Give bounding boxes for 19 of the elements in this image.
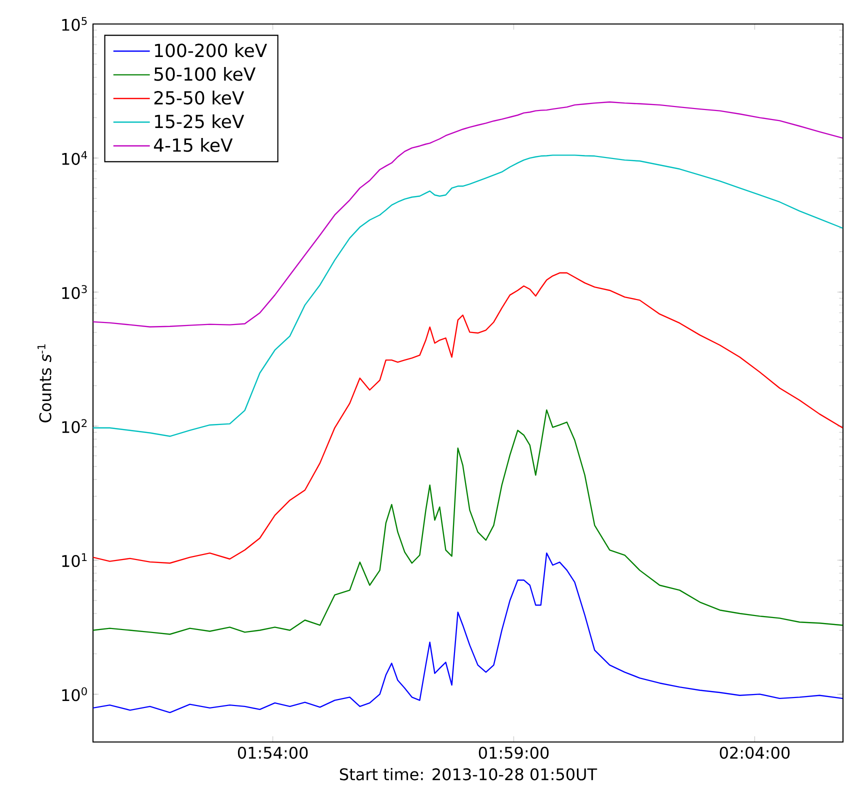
line-series <box>93 409 843 635</box>
x-tick-label: 01:59:00 <box>478 746 549 759</box>
line-series <box>93 552 843 714</box>
legend-label: 15-25 keV <box>155 114 244 128</box>
y-tick-label: 10$^{5}$ <box>62 17 87 31</box>
x-tick-label: 02:04:00 <box>720 746 790 759</box>
y-tick-label: 10$^{2}$ <box>62 419 87 434</box>
legend-label: 4-15 keV <box>154 138 233 152</box>
line-series <box>93 272 843 564</box>
y-tick-label: 10$^{1}$ <box>62 553 87 568</box>
y-tick-label: 10$^{3}$ <box>62 285 87 300</box>
y-axis-title: Counts s$^{-1}$ <box>38 344 52 422</box>
y-tick-label: 10$^{4}$ <box>62 151 88 165</box>
x-axis-title: Start time: 2013-10-28 01:50UT <box>340 768 598 780</box>
x-tick-label: 01:54:00 <box>238 746 308 759</box>
y-tick-label: 10$^{0}$ <box>62 687 87 702</box>
legend-label: 100-200 keV <box>155 43 268 58</box>
legend-label: 50-100 keV <box>154 66 256 81</box>
legend-label: 25-50 keV <box>154 90 244 105</box>
